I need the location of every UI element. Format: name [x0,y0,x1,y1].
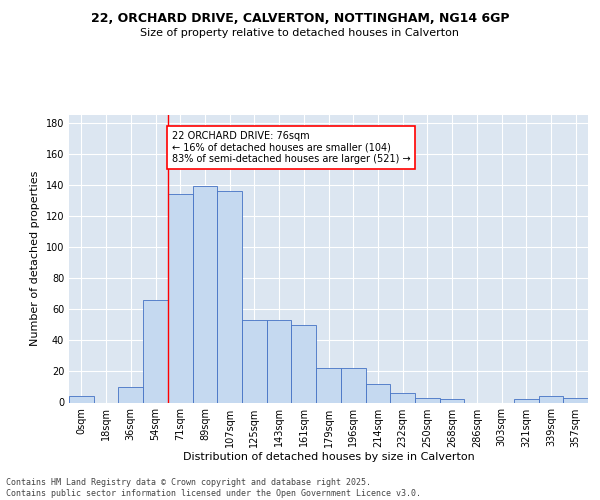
Bar [217,191,242,402]
Bar [292,325,316,402]
Bar [440,400,464,402]
Bar [69,396,94,402]
Bar [316,368,341,402]
Bar [514,400,539,402]
Bar [415,398,440,402]
Bar [539,396,563,402]
Text: 22, ORCHARD DRIVE, CALVERTON, NOTTINGHAM, NG14 6GP: 22, ORCHARD DRIVE, CALVERTON, NOTTINGHAM… [91,12,509,26]
Bar [143,300,168,402]
Bar [341,368,365,402]
X-axis label: Distribution of detached houses by size in Calverton: Distribution of detached houses by size … [182,452,475,462]
Bar [242,320,267,402]
Bar [193,186,217,402]
Bar [267,320,292,402]
Bar [118,387,143,402]
Text: Contains HM Land Registry data © Crown copyright and database right 2025.
Contai: Contains HM Land Registry data © Crown c… [6,478,421,498]
Bar [563,398,588,402]
Text: 22 ORCHARD DRIVE: 76sqm
← 16% of detached houses are smaller (104)
83% of semi-d: 22 ORCHARD DRIVE: 76sqm ← 16% of detache… [172,130,410,164]
Y-axis label: Number of detached properties: Number of detached properties [30,171,40,346]
Text: Size of property relative to detached houses in Calverton: Size of property relative to detached ho… [140,28,460,38]
Bar [365,384,390,402]
Bar [168,194,193,402]
Bar [390,393,415,402]
